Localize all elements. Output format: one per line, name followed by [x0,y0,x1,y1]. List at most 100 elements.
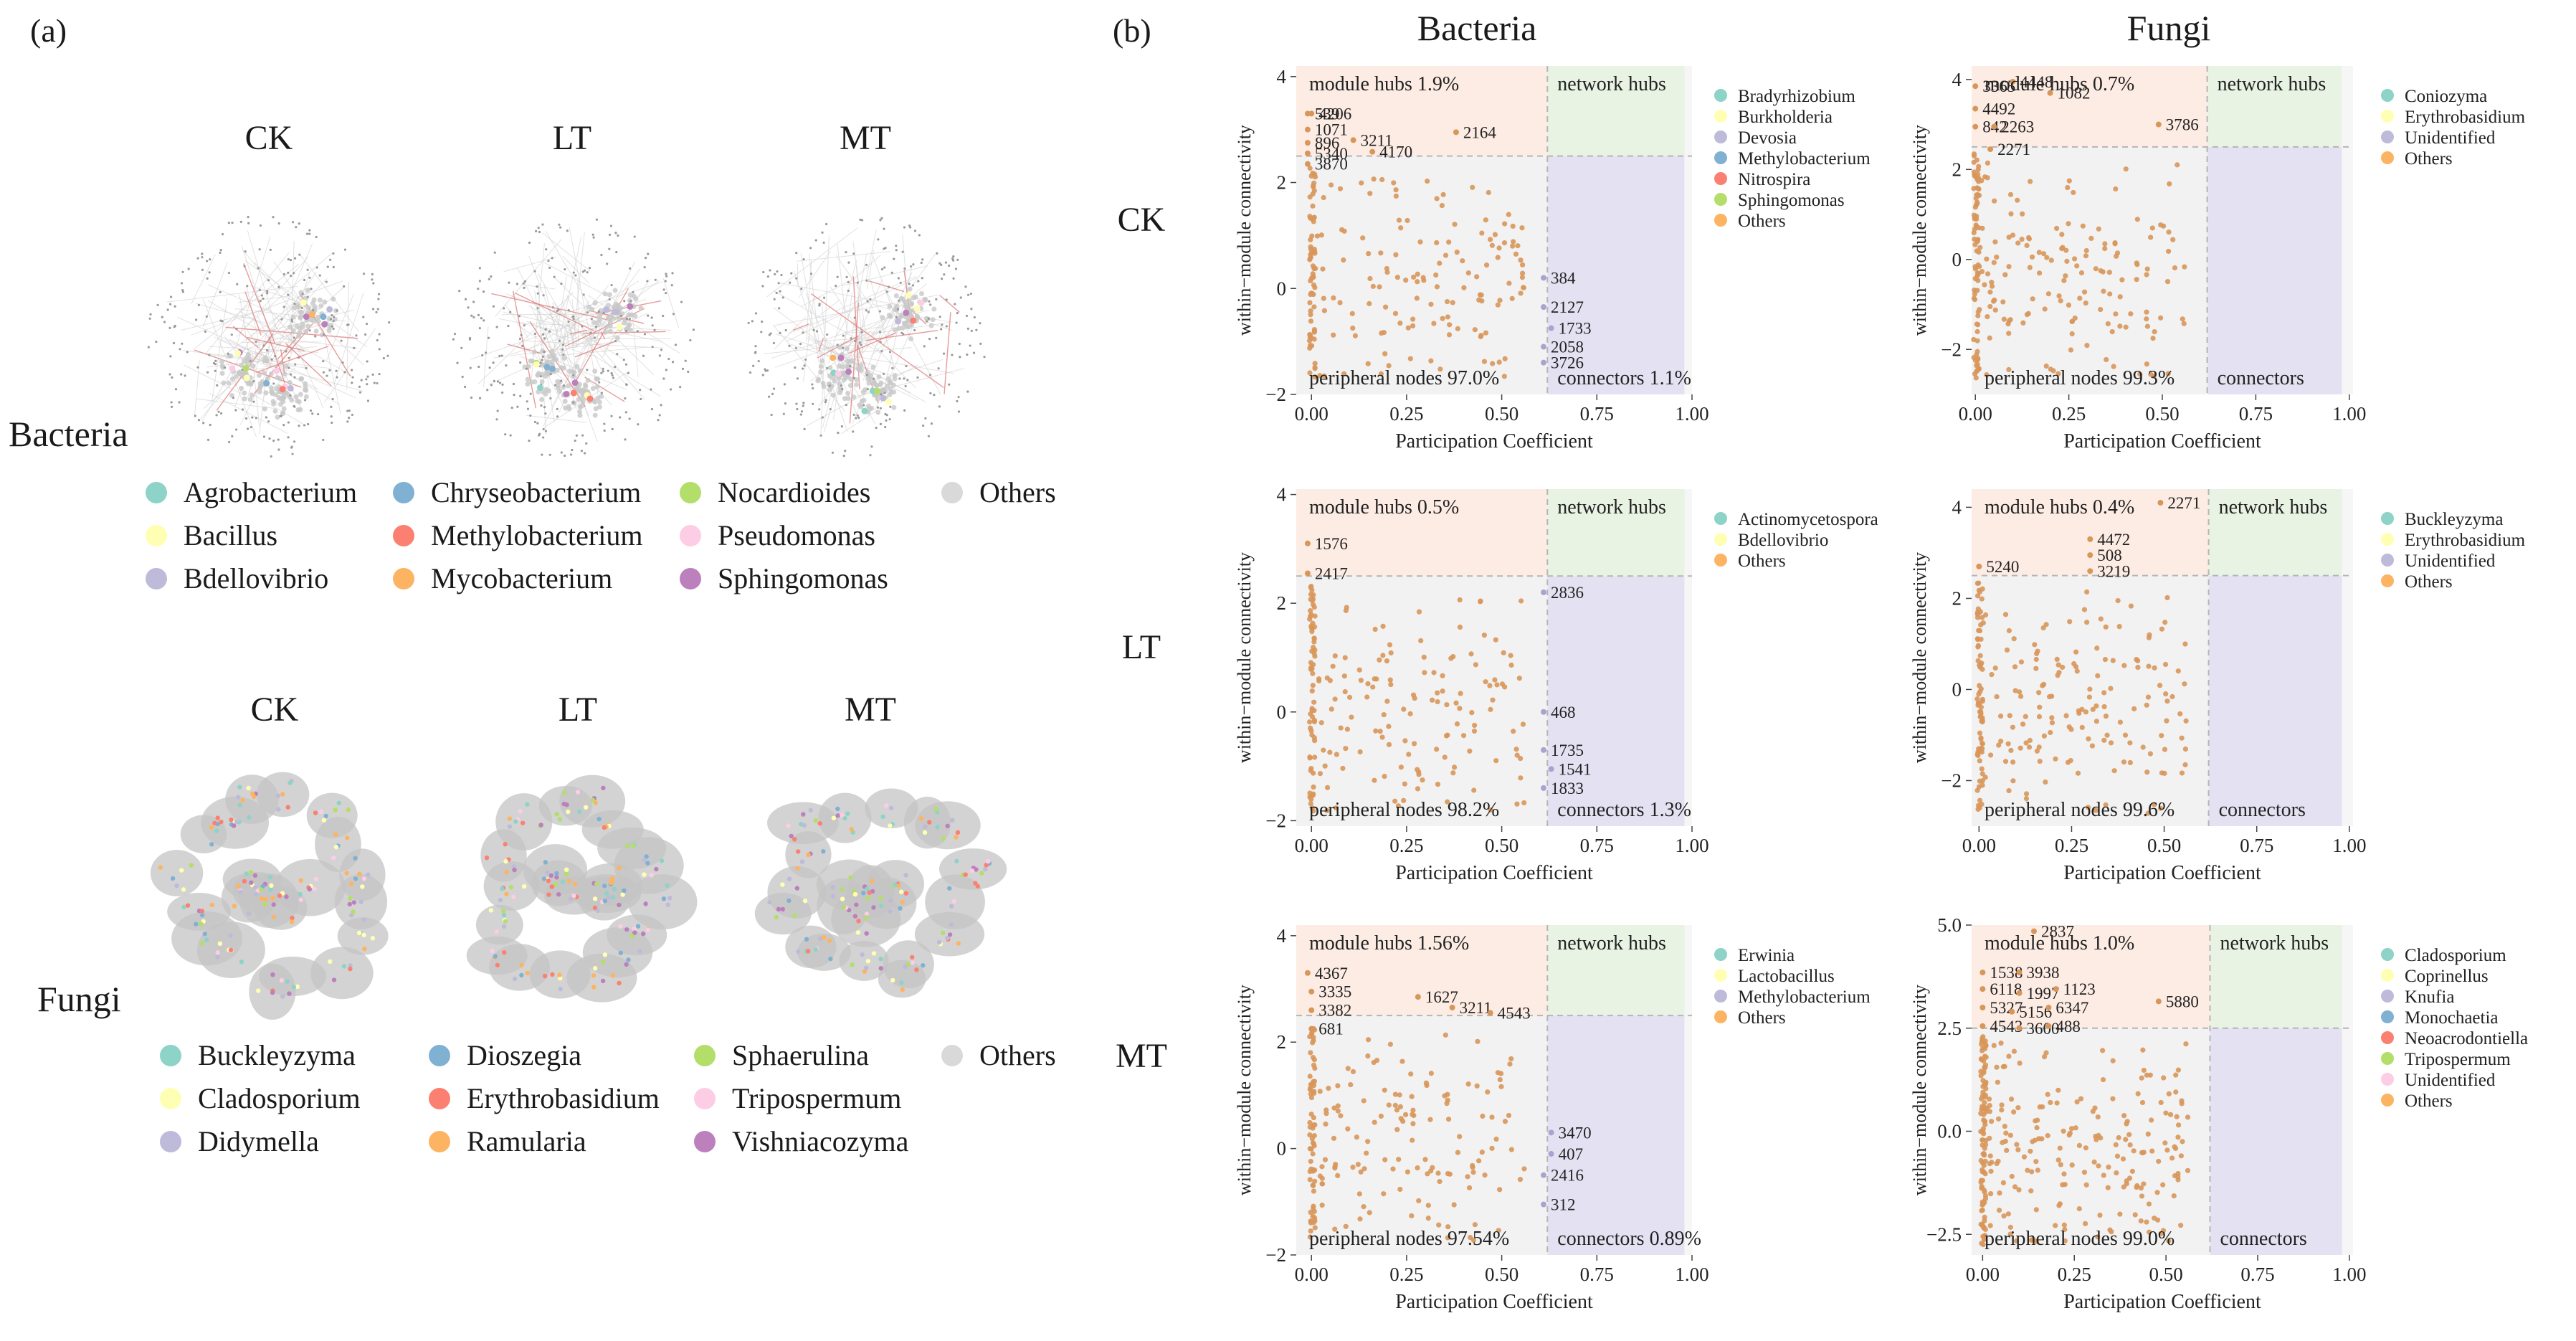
network-edge [773,325,846,412]
network-node-taxon [620,892,625,897]
network-node-taxon [600,978,606,984]
network-node [234,409,237,412]
network-node [607,292,613,298]
network-node [290,446,293,449]
scatter-point [1974,580,1980,587]
peripheral-region [1296,156,1548,395]
network-node-taxon [804,937,809,942]
scatter-point [1468,1234,1473,1241]
network-edge [166,285,298,303]
labeled-node-5880: 5880 [2155,992,2199,1010]
point-label: 1082 [2058,85,2091,103]
network-node [317,297,323,303]
network-node [287,356,290,359]
network-edge-negative [280,349,285,375]
scatter-point [1979,1169,1985,1175]
labeled-node-4206: 4206 [1308,105,1351,123]
scatter-point [2074,263,2080,269]
network-node [610,414,613,417]
hub-point [2157,500,2164,506]
network-node [880,350,883,353]
scatter-point [1324,785,1331,790]
scatter-point [1308,215,1313,221]
network-node [948,264,951,267]
scatter-point [2073,649,2079,655]
network-node [653,328,656,331]
scatter-point [2106,270,2112,275]
network-node [196,366,199,369]
network-node [776,270,779,273]
network-node [486,389,489,392]
network-node [235,428,238,431]
network-node-taxon [256,988,261,993]
scatter-point [1401,706,1407,712]
scatter-point [1434,240,1440,246]
scatter-point [2108,686,2114,691]
network-node [303,278,306,282]
network-node [642,354,645,357]
scatter-point [2006,331,2012,336]
network-node [270,455,272,458]
network-node [480,317,483,320]
network-node [600,371,603,374]
network-node-taxon [313,810,318,815]
network-node [650,407,654,411]
scatter-point [2146,663,2152,669]
scatter-point [1971,212,1977,218]
y-tick-label: −2.5 [1926,1223,1962,1245]
network-node [219,359,224,365]
point-label: 5327 [1990,999,2023,1017]
network-node [945,325,948,328]
scatter-point [2147,1229,2152,1235]
scatter-point [1979,718,1985,724]
scatter-point [1397,320,1403,326]
network-node [262,297,265,300]
network-edge [543,283,577,411]
scatter-point [1420,777,1425,783]
row-label-ck: CK [1118,201,1166,239]
x-tick-label: 1.00 [2332,1264,2366,1285]
network-node [227,222,230,224]
network-node-taxon [287,780,293,785]
scatter-point [1988,1191,1994,1197]
scatter-point [2007,713,2012,719]
network-node [574,386,579,392]
scatter-point [1979,771,1985,777]
scatter-point [1308,1209,1313,1216]
network-node [957,395,960,399]
network-node [966,390,969,393]
network-node [549,397,552,400]
scatter-point [2008,1096,2015,1102]
scatter-point [2139,1193,2145,1199]
network-node-taxon [570,389,577,397]
network-node-taxon [610,894,616,900]
network-node [525,382,531,387]
labeled-node-407: 407 [1548,1145,1583,1163]
y-tick-label: 0 [1277,1138,1287,1160]
network-node-taxon [986,858,991,864]
network-node [903,226,906,229]
network-node [836,275,839,278]
network-node [331,296,336,302]
network-node [257,389,262,395]
scatter-point [1366,251,1372,257]
network-node-taxon [935,825,940,830]
network-node-taxon [345,835,350,840]
network-node [674,343,678,346]
bacteria-network-group-label: Bacteria [9,414,128,454]
scatter-point [2063,273,2068,279]
hub-point [1304,570,1311,577]
scatter-point [2107,1227,2113,1233]
scatter-point [2131,706,2137,712]
network-node [585,377,591,383]
network-node-taxon [229,365,236,372]
legend-label: Methylobacterium [1738,149,1871,169]
scatter-point [2010,759,2016,765]
x-tick-label: 0.00 [1295,1264,1329,1285]
scatter-point [2146,635,2152,640]
scatter-point [1496,245,1502,251]
network-edge [553,276,655,376]
scatter-point [1971,295,1977,301]
scatter-point [1416,609,1422,615]
network-node [901,250,904,253]
